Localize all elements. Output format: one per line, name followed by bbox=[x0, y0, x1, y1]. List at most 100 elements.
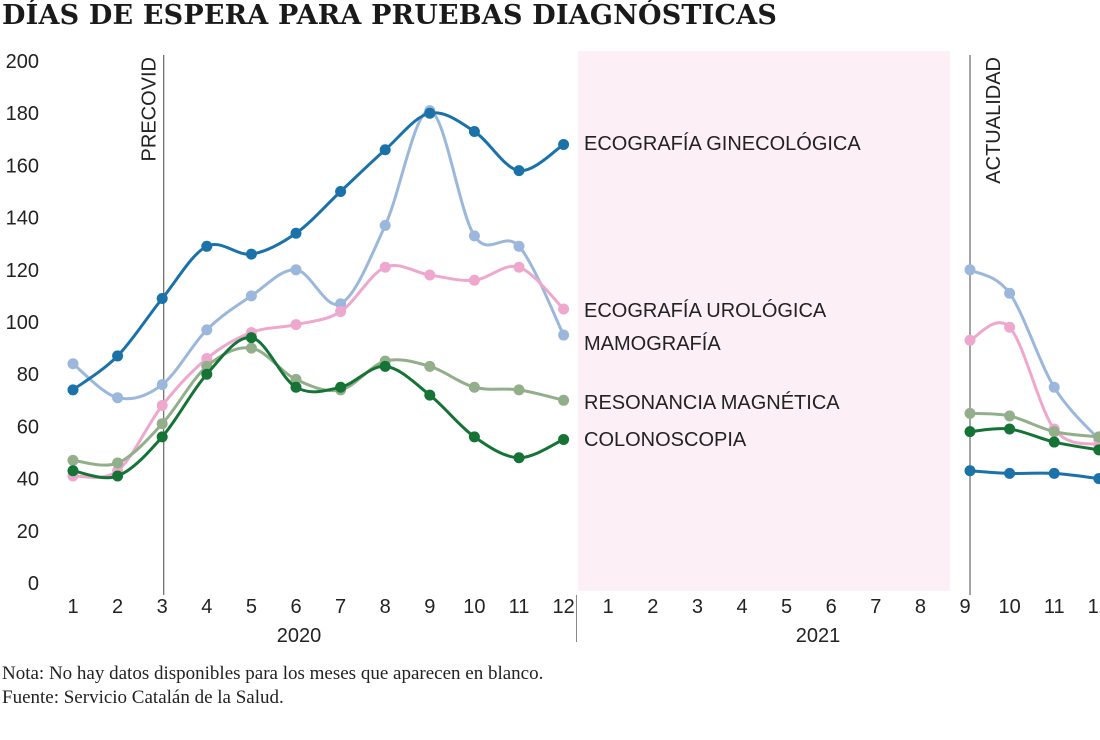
data-point-resonancia-magnetica bbox=[245, 342, 257, 354]
data-point-colonoscopia bbox=[1048, 436, 1060, 448]
x-tick-label: 1 bbox=[603, 596, 614, 618]
data-point-colonoscopia bbox=[335, 381, 347, 393]
data-point-resonancia-magnetica bbox=[156, 418, 168, 430]
no-data-shaded-area bbox=[578, 51, 950, 591]
data-point-ecografia-urologica bbox=[558, 329, 570, 341]
data-point-ecografia-urologica bbox=[245, 290, 257, 302]
data-point-mamografia bbox=[558, 303, 570, 315]
data-point-colonoscopia bbox=[1004, 423, 1016, 435]
x-tick-label: 11 bbox=[509, 596, 530, 618]
data-point-mamografia bbox=[513, 261, 525, 273]
series-label-mamografia: MAMOGRAFÍA bbox=[584, 332, 721, 355]
data-point-resonancia-magnetica bbox=[112, 457, 124, 469]
data-point-mamografia bbox=[201, 353, 213, 365]
x-tick-label: 2 bbox=[112, 596, 123, 618]
series-line-2021-ecografia-ginecologica bbox=[969, 469, 1099, 481]
y-tick-label: 100 bbox=[6, 312, 39, 334]
data-point-resonancia-magnetica bbox=[558, 394, 570, 406]
data-point-ecografia-ginecologica bbox=[112, 350, 124, 362]
data-point-ecografia-ginecologica bbox=[424, 107, 436, 119]
data-point-ecografia-ginecologica bbox=[1004, 467, 1016, 479]
x-tick-label: 3 bbox=[692, 596, 703, 618]
y-tick-label: 200 bbox=[6, 51, 39, 73]
data-point-ecografia-urologica bbox=[156, 379, 168, 391]
y-tick-label: 120 bbox=[6, 260, 39, 282]
data-point-ecografia-ginecologica bbox=[335, 186, 347, 197]
data-point-ecografia-ginecologica bbox=[468, 125, 480, 137]
y-tick-label: 80 bbox=[17, 364, 39, 386]
data-point-ecografia-ginecologica bbox=[290, 227, 302, 239]
data-point-ecografia-ginecologica bbox=[156, 293, 168, 305]
year-label-2020: 2020 bbox=[277, 625, 322, 647]
data-point-ecografia-urologica bbox=[335, 298, 347, 310]
data-point-colonoscopia bbox=[156, 431, 168, 443]
data-point-ecografia-ginecologica bbox=[201, 240, 213, 252]
x-tick-label: 4 bbox=[736, 596, 747, 618]
data-point-ecografia-ginecologica bbox=[513, 165, 525, 177]
data-point-ecografia-ginecologica bbox=[67, 384, 79, 396]
note-text: Nota: No hay datos disponibles para los … bbox=[2, 663, 544, 684]
x-tick-label: 12 bbox=[552, 596, 574, 618]
precovid-label: PRECOVID bbox=[139, 57, 161, 161]
series-label-colonoscopia: COLONOSCOPIA bbox=[584, 429, 747, 451]
series-label-ecografia-ginecologica: ECOGRAFÍA GINECOLÓGICA bbox=[584, 132, 861, 155]
data-point-ecografia-ginecologica bbox=[1048, 467, 1060, 479]
series-line-2020-colonoscopia bbox=[72, 336, 565, 480]
data-point-colonoscopia bbox=[424, 389, 436, 401]
year-label-2021: 2021 bbox=[796, 625, 841, 647]
data-point-resonancia-magnetica bbox=[1004, 410, 1016, 422]
x-tick-label: 2 bbox=[647, 596, 658, 618]
data-point-colonoscopia bbox=[513, 452, 525, 464]
series-line-2021-colonoscopia bbox=[969, 427, 1100, 452]
data-point-colonoscopia bbox=[245, 332, 257, 344]
data-point-ecografia-urologica bbox=[201, 324, 213, 336]
data-point-ecografia-urologica bbox=[468, 230, 480, 242]
data-point-mamografia bbox=[468, 274, 480, 286]
data-point-resonancia-magnetica bbox=[67, 454, 79, 466]
data-point-mamografia bbox=[964, 334, 976, 346]
y-tick-label: 20 bbox=[17, 521, 39, 543]
series-line-2021-ecografia-urologica bbox=[969, 268, 1100, 441]
data-point-resonancia-magnetica bbox=[513, 384, 525, 396]
data-point-ecografia-ginecologica bbox=[558, 139, 570, 151]
data-point-mamografia bbox=[290, 319, 302, 331]
data-point-ecografia-urologica bbox=[67, 358, 79, 370]
series-line-2021-resonancia-magnetica bbox=[969, 411, 1099, 439]
data-point-ecografia-urologica bbox=[290, 264, 302, 276]
y-tick-label: 60 bbox=[17, 416, 39, 438]
data-point-ecografia-ginecologica bbox=[1093, 473, 1100, 485]
data-point-colonoscopia bbox=[379, 360, 391, 372]
data-point-ecografia-urologica bbox=[112, 392, 124, 404]
chart-notes: Nota: No hay datos disponibles para los … bbox=[2, 662, 543, 710]
y-tick-label: 140 bbox=[6, 208, 39, 230]
data-point-mamografia bbox=[335, 306, 347, 318]
series-label-ecografia-urologica: ECOGRAFÍA UROLÓGICA bbox=[584, 299, 827, 322]
x-tick-label: 5 bbox=[781, 596, 792, 618]
data-point-resonancia-magnetica bbox=[1048, 426, 1060, 438]
data-point-colonoscopia bbox=[1093, 444, 1100, 456]
x-tick-label: 6 bbox=[290, 596, 301, 618]
y-tick-label: 0 bbox=[28, 573, 39, 595]
data-point-resonancia-magnetica bbox=[424, 360, 436, 372]
data-point-ecografia-ginecologica bbox=[379, 144, 391, 156]
data-point-colonoscopia bbox=[112, 470, 124, 482]
data-point-colonoscopia bbox=[201, 368, 213, 380]
data-point-mamografia bbox=[1004, 321, 1016, 333]
y-tick-label: 40 bbox=[17, 469, 39, 491]
data-point-mamografia bbox=[379, 261, 391, 273]
data-point-colonoscopia bbox=[290, 381, 302, 393]
x-tick-label: 5 bbox=[246, 596, 257, 618]
series-line-2021-mamografia bbox=[969, 321, 1100, 447]
actualidad-label: ACTUALIDAD bbox=[983, 57, 1005, 184]
x-tick-label: 7 bbox=[335, 596, 346, 618]
data-point-colonoscopia bbox=[558, 433, 570, 445]
data-point-resonancia-magnetica bbox=[468, 381, 480, 393]
data-point-mamografia bbox=[156, 400, 168, 412]
data-point-ecografia-urologica bbox=[1004, 287, 1016, 299]
x-tick-label: 12 bbox=[1088, 596, 1100, 618]
x-tick-label: 4 bbox=[201, 596, 212, 618]
x-tick-label: 8 bbox=[380, 596, 391, 618]
data-point-resonancia-magnetica bbox=[964, 407, 976, 419]
x-tick-label: 6 bbox=[826, 596, 837, 618]
